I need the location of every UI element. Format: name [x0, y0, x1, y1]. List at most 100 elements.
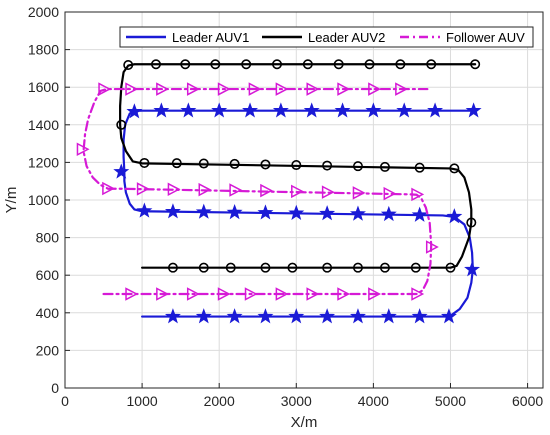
- point-follower-auv: [368, 82, 382, 96]
- point-leader-auv2: [272, 59, 283, 70]
- point-leader-auv2: [322, 262, 333, 273]
- point-leader-auv2: [198, 158, 209, 169]
- point-leader-auv1: [126, 103, 143, 119]
- point-follower-auv: [102, 181, 116, 196]
- point-leader-auv1: [349, 205, 366, 221]
- point-leader-auv2: [150, 59, 161, 70]
- point-leader-auv1: [211, 102, 228, 118]
- y-tick-label: 600: [36, 267, 60, 283]
- point-leader-auv2: [287, 262, 298, 273]
- point-leader-auv2: [210, 59, 221, 70]
- x-tick-label: 4000: [358, 393, 389, 409]
- x-tick-label: 3000: [281, 393, 312, 409]
- point-leader-auv1: [396, 102, 413, 118]
- point-leader-auv1: [164, 308, 181, 324]
- point-leader-auv1: [257, 308, 274, 324]
- x-tick-label: 1000: [127, 393, 158, 409]
- point-leader-auv2: [241, 59, 252, 70]
- point-follower-auv: [186, 287, 200, 301]
- point-follower-auv: [383, 186, 397, 201]
- point-leader-auv1: [319, 308, 336, 324]
- point-leader-auv2: [379, 262, 390, 273]
- point-follower-auv: [136, 182, 150, 196]
- point-leader-auv1: [242, 102, 259, 118]
- point-leader-auv2: [466, 217, 477, 228]
- point-leader-auv2: [379, 161, 390, 172]
- point-follower-auv: [217, 287, 231, 301]
- x-tick-label: 0: [61, 393, 69, 409]
- point-leader-auv2: [198, 262, 209, 273]
- y-tick-label: 1400: [28, 117, 59, 133]
- y-tick-label: 2000: [28, 4, 59, 20]
- point-follower-auv: [352, 186, 366, 200]
- point-follower-auv: [321, 185, 335, 199]
- y-tick-label: 1200: [28, 154, 59, 170]
- point-leader-auv2: [225, 262, 236, 273]
- point-leader-auv2: [180, 59, 191, 70]
- point-leader-auv2: [426, 59, 437, 70]
- point-leader-auv1: [380, 205, 397, 222]
- point-leader-auv1: [365, 102, 382, 118]
- point-follower-auv: [306, 82, 320, 96]
- point-leader-auv2: [116, 119, 127, 130]
- point-follower-auv: [217, 82, 231, 96]
- series-leader-auv2: [116, 59, 481, 273]
- point-leader-auv2: [333, 59, 344, 70]
- series: [76, 59, 482, 324]
- point-leader-auv1: [226, 204, 243, 220]
- point-leader-auv1: [411, 206, 428, 222]
- point-follower-auv: [167, 182, 181, 197]
- point-follower-auv: [125, 82, 139, 96]
- point-leader-auv1: [303, 102, 320, 118]
- ticks: 0 1000 2000 3000 4000 5000 6000 0 200 400 600 800 10…: [28, 4, 544, 409]
- point-follower-auv: [229, 183, 243, 197]
- point-leader-auv1: [288, 308, 305, 324]
- legend-box: [119, 26, 534, 48]
- y-tick-label: 1000: [28, 192, 59, 208]
- legend-label-leader-auv2: Leader AUV2: [308, 30, 385, 45]
- legend-label-leader-auv1: Leader AUV1: [172, 30, 249, 45]
- point-follower-auv: [337, 287, 351, 301]
- y-tick-label: 200: [36, 342, 60, 358]
- y-tick-label: 1800: [28, 42, 59, 58]
- y-tick-label: 800: [36, 230, 60, 246]
- y-axis-label: Y/m: [3, 187, 20, 214]
- point-leader-auv1: [446, 208, 463, 224]
- x-tick-label: 2000: [204, 393, 235, 409]
- point-follower-auv: [125, 287, 139, 301]
- point-leader-auv2: [260, 159, 271, 170]
- x-tick-label: 6000: [512, 393, 543, 409]
- point-follower-auv: [411, 287, 425, 301]
- point-leader-auv1: [427, 102, 444, 118]
- point-leader-auv1: [440, 308, 457, 324]
- y-tick-label: 1600: [28, 79, 59, 95]
- point-follower-auv: [156, 82, 169, 96]
- point-leader-auv2: [322, 160, 333, 171]
- point-follower-auv: [156, 287, 169, 301]
- point-leader-auv1: [319, 205, 336, 221]
- y-tick-label: 400: [36, 305, 60, 321]
- point-leader-auv2: [414, 162, 425, 173]
- point-leader-auv1: [257, 204, 274, 220]
- point-follower-auv: [291, 184, 304, 199]
- point-follower-auv: [306, 287, 320, 301]
- point-leader-auv2: [167, 262, 178, 273]
- point-follower-auv: [337, 82, 351, 96]
- point-follower-auv: [368, 287, 382, 301]
- point-leader-auv1: [113, 163, 130, 179]
- point-leader-auv2: [449, 163, 460, 174]
- point-follower-auv: [198, 182, 212, 197]
- series-leader-auv1: [113, 102, 482, 324]
- point-leader-auv2: [352, 161, 363, 172]
- point-leader-auv2: [229, 158, 240, 169]
- point-leader-auv1: [153, 102, 170, 118]
- point-leader-auv1: [164, 203, 181, 219]
- x-tick-label: 5000: [435, 393, 466, 409]
- point-leader-auv2: [445, 262, 456, 273]
- series-follower-auv: [76, 82, 439, 301]
- point-leader-auv1: [288, 204, 305, 220]
- legend-label-follower-auv: Follower AUV: [446, 30, 525, 45]
- grid: [64, 11, 543, 389]
- x-axis-label: X/m: [291, 414, 318, 431]
